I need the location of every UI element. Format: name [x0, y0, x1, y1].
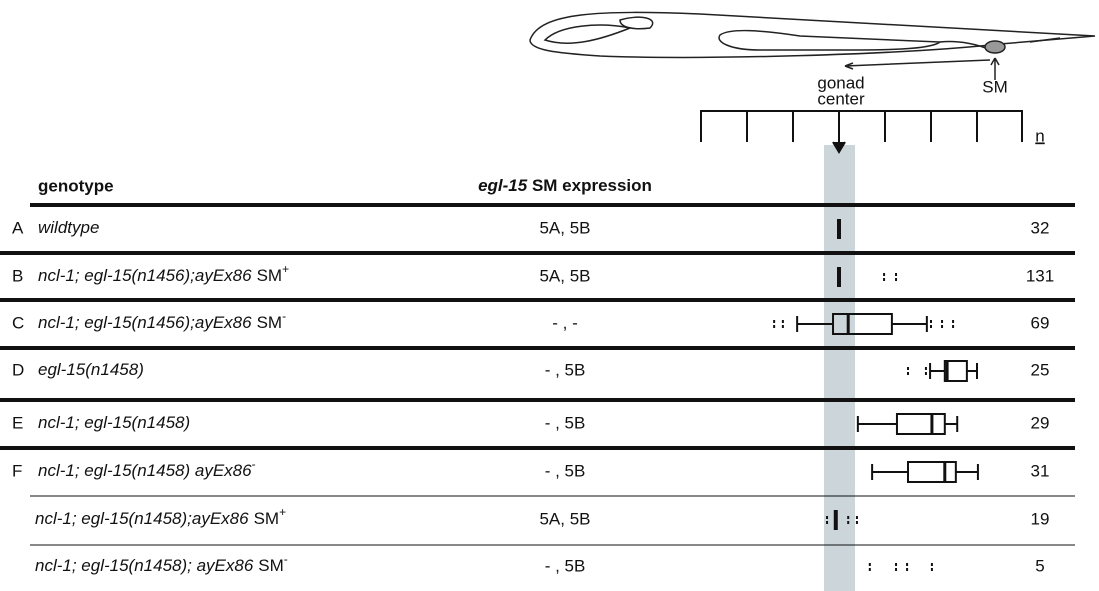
genotype: egl-15(n1458) [38, 360, 144, 379]
median-bar [837, 219, 841, 239]
box-plot [908, 361, 977, 381]
genotype-name: ncl-1; egl-15(n1458) [38, 413, 190, 432]
box-plot [872, 462, 978, 482]
sm-label: SM [982, 77, 1008, 96]
box [897, 414, 945, 434]
expression: 5A, 5B [539, 218, 590, 237]
row-letter: E [12, 413, 23, 432]
n-count: 32 [1031, 218, 1050, 237]
genotype-name: ncl-1; egl-15(n1458); ayEx86 [35, 556, 254, 575]
genotype-header: genotype [38, 176, 114, 195]
genotype: ncl-1; egl-15(n1456);ayEx86 SM+ [38, 262, 289, 285]
median-bar [834, 510, 838, 530]
expression: - , 5B [545, 461, 586, 480]
figure: gonad center SM n genotype egl-15 SM exp… [0, 0, 1099, 591]
genotype-name: egl-15(n1458) [38, 360, 144, 379]
expression: - , - [552, 313, 578, 332]
genotype-name: ncl-1; egl-15(n1456);ayEx86 [38, 266, 252, 285]
box-plot [858, 414, 957, 434]
genotype-suffix: SM [257, 266, 283, 285]
expression: - , 5B [545, 360, 586, 379]
genotype-name: ncl-1; egl-15(n1458) ayEx86 [38, 461, 252, 480]
center-label: center [817, 89, 865, 108]
expression: 5A, 5B [539, 266, 590, 285]
genotype-sup: + [279, 505, 286, 519]
n-count: 69 [1031, 313, 1050, 332]
expression-header: egl-15 SM expression [478, 176, 652, 195]
expression: - , 5B [545, 413, 586, 432]
n-count: 5 [1035, 556, 1044, 575]
row-letter: F [12, 461, 22, 480]
row-letter: D [12, 360, 24, 379]
genotype-name: wildtype [38, 218, 99, 237]
n-count: 25 [1031, 360, 1050, 379]
genotype: ncl-1; egl-15(n1456);ayEx86 SM- [38, 309, 286, 332]
box-plot [837, 219, 841, 239]
box-plot [870, 563, 932, 571]
gonad-center-band [824, 145, 855, 591]
genotype: wildtype [38, 218, 99, 237]
n-label: n [1035, 126, 1044, 145]
n-count: 131 [1026, 266, 1054, 285]
scale [700, 110, 1023, 152]
worm [530, 12, 1095, 80]
genotype-suffix: SM [257, 313, 283, 332]
n-count: 29 [1031, 413, 1050, 432]
genotype: ncl-1; egl-15(n1458) ayEx86- [38, 457, 256, 480]
genotype-suffix: SM [254, 509, 280, 528]
genotype-name: ncl-1; egl-15(n1458);ayEx86 [35, 509, 249, 528]
header-rest: SM expression [532, 176, 652, 195]
n-count: 31 [1031, 461, 1050, 480]
gene-name: egl-15 [478, 176, 528, 195]
genotype-sup: - [284, 552, 288, 566]
box-plot [774, 314, 953, 334]
row-letter: C [12, 313, 24, 332]
n-count: 19 [1031, 509, 1050, 528]
median-bar [837, 267, 841, 287]
genotype-suffix: SM [258, 556, 284, 575]
genotype-sup: + [282, 262, 289, 276]
genotype-sup: - [282, 309, 286, 323]
genotype-name: ncl-1; egl-15(n1456);ayEx86 [38, 313, 252, 332]
expression: 5A, 5B [539, 509, 590, 528]
expression: - , 5B [545, 556, 586, 575]
box [908, 462, 956, 482]
row-letter: A [12, 218, 24, 237]
genotype: ncl-1; egl-15(n1458);ayEx86 SM+ [35, 505, 286, 528]
row-letter: B [12, 266, 23, 285]
genotype-sup: - [252, 457, 256, 471]
genotype: ncl-1; egl-15(n1458) [38, 413, 190, 432]
